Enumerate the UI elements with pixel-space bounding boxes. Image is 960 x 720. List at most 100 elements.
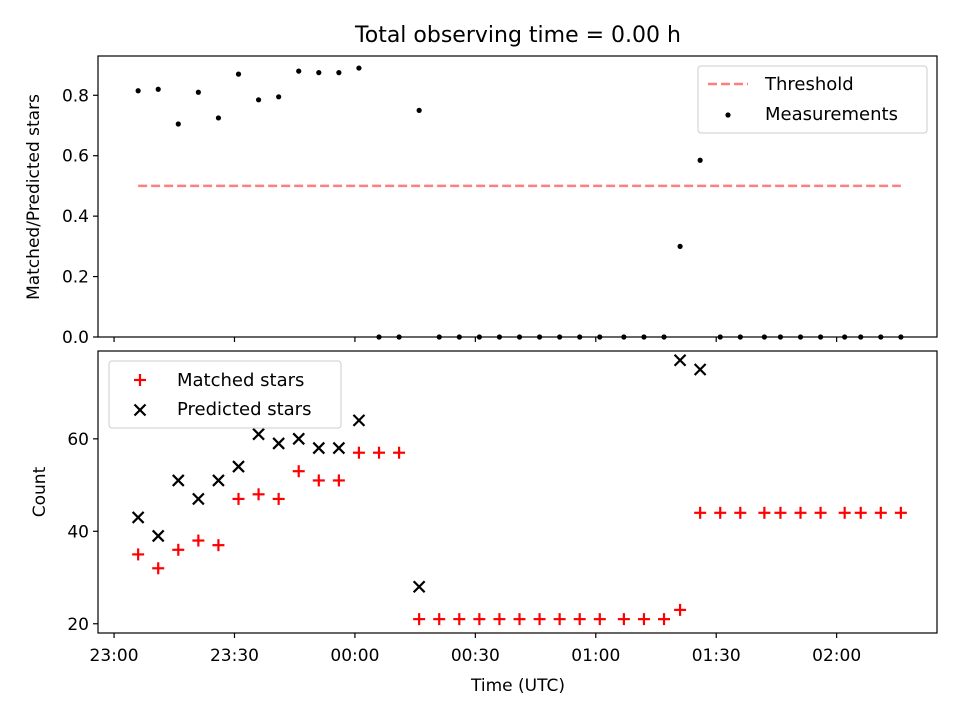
predicted-star-point [693,363,707,376]
top-legend: Threshold Measurements [697,65,928,134]
measurement-point [557,334,563,340]
matched-star-point [593,613,606,626]
bottom-series [131,353,907,626]
x-tick-label: 02:00 [812,646,861,666]
matched-star-point [232,492,245,505]
x-marker-b [352,414,366,427]
matched-star-point [212,539,225,552]
matched-star-point [292,465,305,478]
measurement-point [737,334,743,340]
matched-star-point [393,446,406,459]
predicted-star-point [412,580,426,594]
matched-star-point [272,492,285,505]
measurement-point [661,334,667,340]
matched-star-point [152,562,165,575]
bottom-y-ticks: 20 40 60 [67,430,98,635]
figure-title: Total observing time = 0.00 h [354,23,681,48]
bottom-legend: Matched stars Predicted stars [108,360,342,429]
matched-star-point [894,506,907,519]
x-tick-label: 01:00 [571,646,620,666]
matched-star-point [453,613,466,626]
top-legend-frame [697,65,928,134]
measurement-point [235,71,242,77]
matched-star-point [734,506,747,519]
bottom-plot-area [97,350,938,634]
measurement-point [215,115,222,121]
x-tick-label: 00:30 [451,646,500,666]
x-marker-b [133,403,147,417]
matched-star-point [854,506,867,519]
measurement-point [416,107,422,113]
measurement-point [336,70,342,76]
matched-star-point [674,603,687,616]
predicted-star-point [192,492,205,506]
x-tick-label: 00:00 [330,646,379,666]
measurement-point [817,334,824,340]
measurement-point [436,334,442,340]
x-marker-b [412,580,426,594]
measurement-point [496,334,503,340]
measurement-point [842,334,848,340]
top-y-tick-label: 0.6 [62,147,89,167]
predicted-star-point [673,353,687,367]
predicted-star-point [272,437,285,450]
matched-star-point [774,506,787,519]
top-y-tick-label: 0.0 [62,328,89,348]
legend-predicted-label: Predicted stars [177,399,311,420]
measurement-point [155,86,161,92]
legend-x-marker [133,403,147,417]
measurement-point [255,97,262,103]
measurement-point [797,334,804,340]
predicted-star-point [212,474,225,487]
top-y-tick-label: 0.8 [62,86,89,106]
matched-star-point [838,506,851,519]
matched-star-point [172,543,185,556]
x-tick-label: 01:30 [692,646,741,666]
top-x-ticks [113,337,838,342]
measurement-point [717,334,723,340]
matched-star-point [132,548,145,561]
matched-star-point [714,506,727,519]
measurement-point [195,89,201,95]
matched-star-point [252,488,265,501]
measurement-point [135,88,141,94]
legend-measurements-marker [725,112,731,118]
measurement-point [597,334,603,340]
matched-star-point [352,446,365,459]
matched-star-point [433,613,446,626]
predicted-star-point [252,427,265,441]
x-axis-label: Time (UTC) [470,676,565,696]
x-marker-b [693,363,707,376]
measurement-point [761,334,767,340]
measurement-point [476,334,482,340]
matched-star-point [332,474,345,487]
predicted-star-point [332,441,346,455]
x-tick-label: 23:00 [90,646,139,666]
predicted-star-point [352,414,366,427]
top-y-ticks: 0.0 0.2 0.4 0.6 0.8 [62,86,98,348]
measurement-point [577,334,583,340]
x-marker-b [252,427,265,441]
legend-matched-marker [134,374,146,386]
predicted-star-point [151,529,165,543]
measurement-point [175,121,181,127]
measurement-point [316,70,322,76]
predicted-star-point [312,441,326,455]
matched-star-point [312,474,325,487]
legend-measurements-label: Measurements [765,104,898,125]
bottom-legend-frame [108,360,342,429]
x-marker-b [151,529,165,543]
measurement-point [356,65,362,71]
x-marker-b [172,474,185,487]
x-marker-b [131,511,145,524]
matched-star-point [533,613,546,626]
legend-threshold-label: Threshold [764,74,854,95]
bottom-panel: Count Time (UTC) 20 40 60 23:00 23:30 00:00 0… [30,350,938,696]
x-marker-b [673,353,687,367]
bottom-x-ticks: 23:00 23:30 00:00 00:30 01:00 01:30 02:00 [90,633,861,666]
legend-plus-marker [134,374,146,386]
measurement-point [641,334,647,340]
measurement-point [898,334,904,340]
predicted-star-point [172,474,185,487]
x-marker-b [192,492,205,506]
